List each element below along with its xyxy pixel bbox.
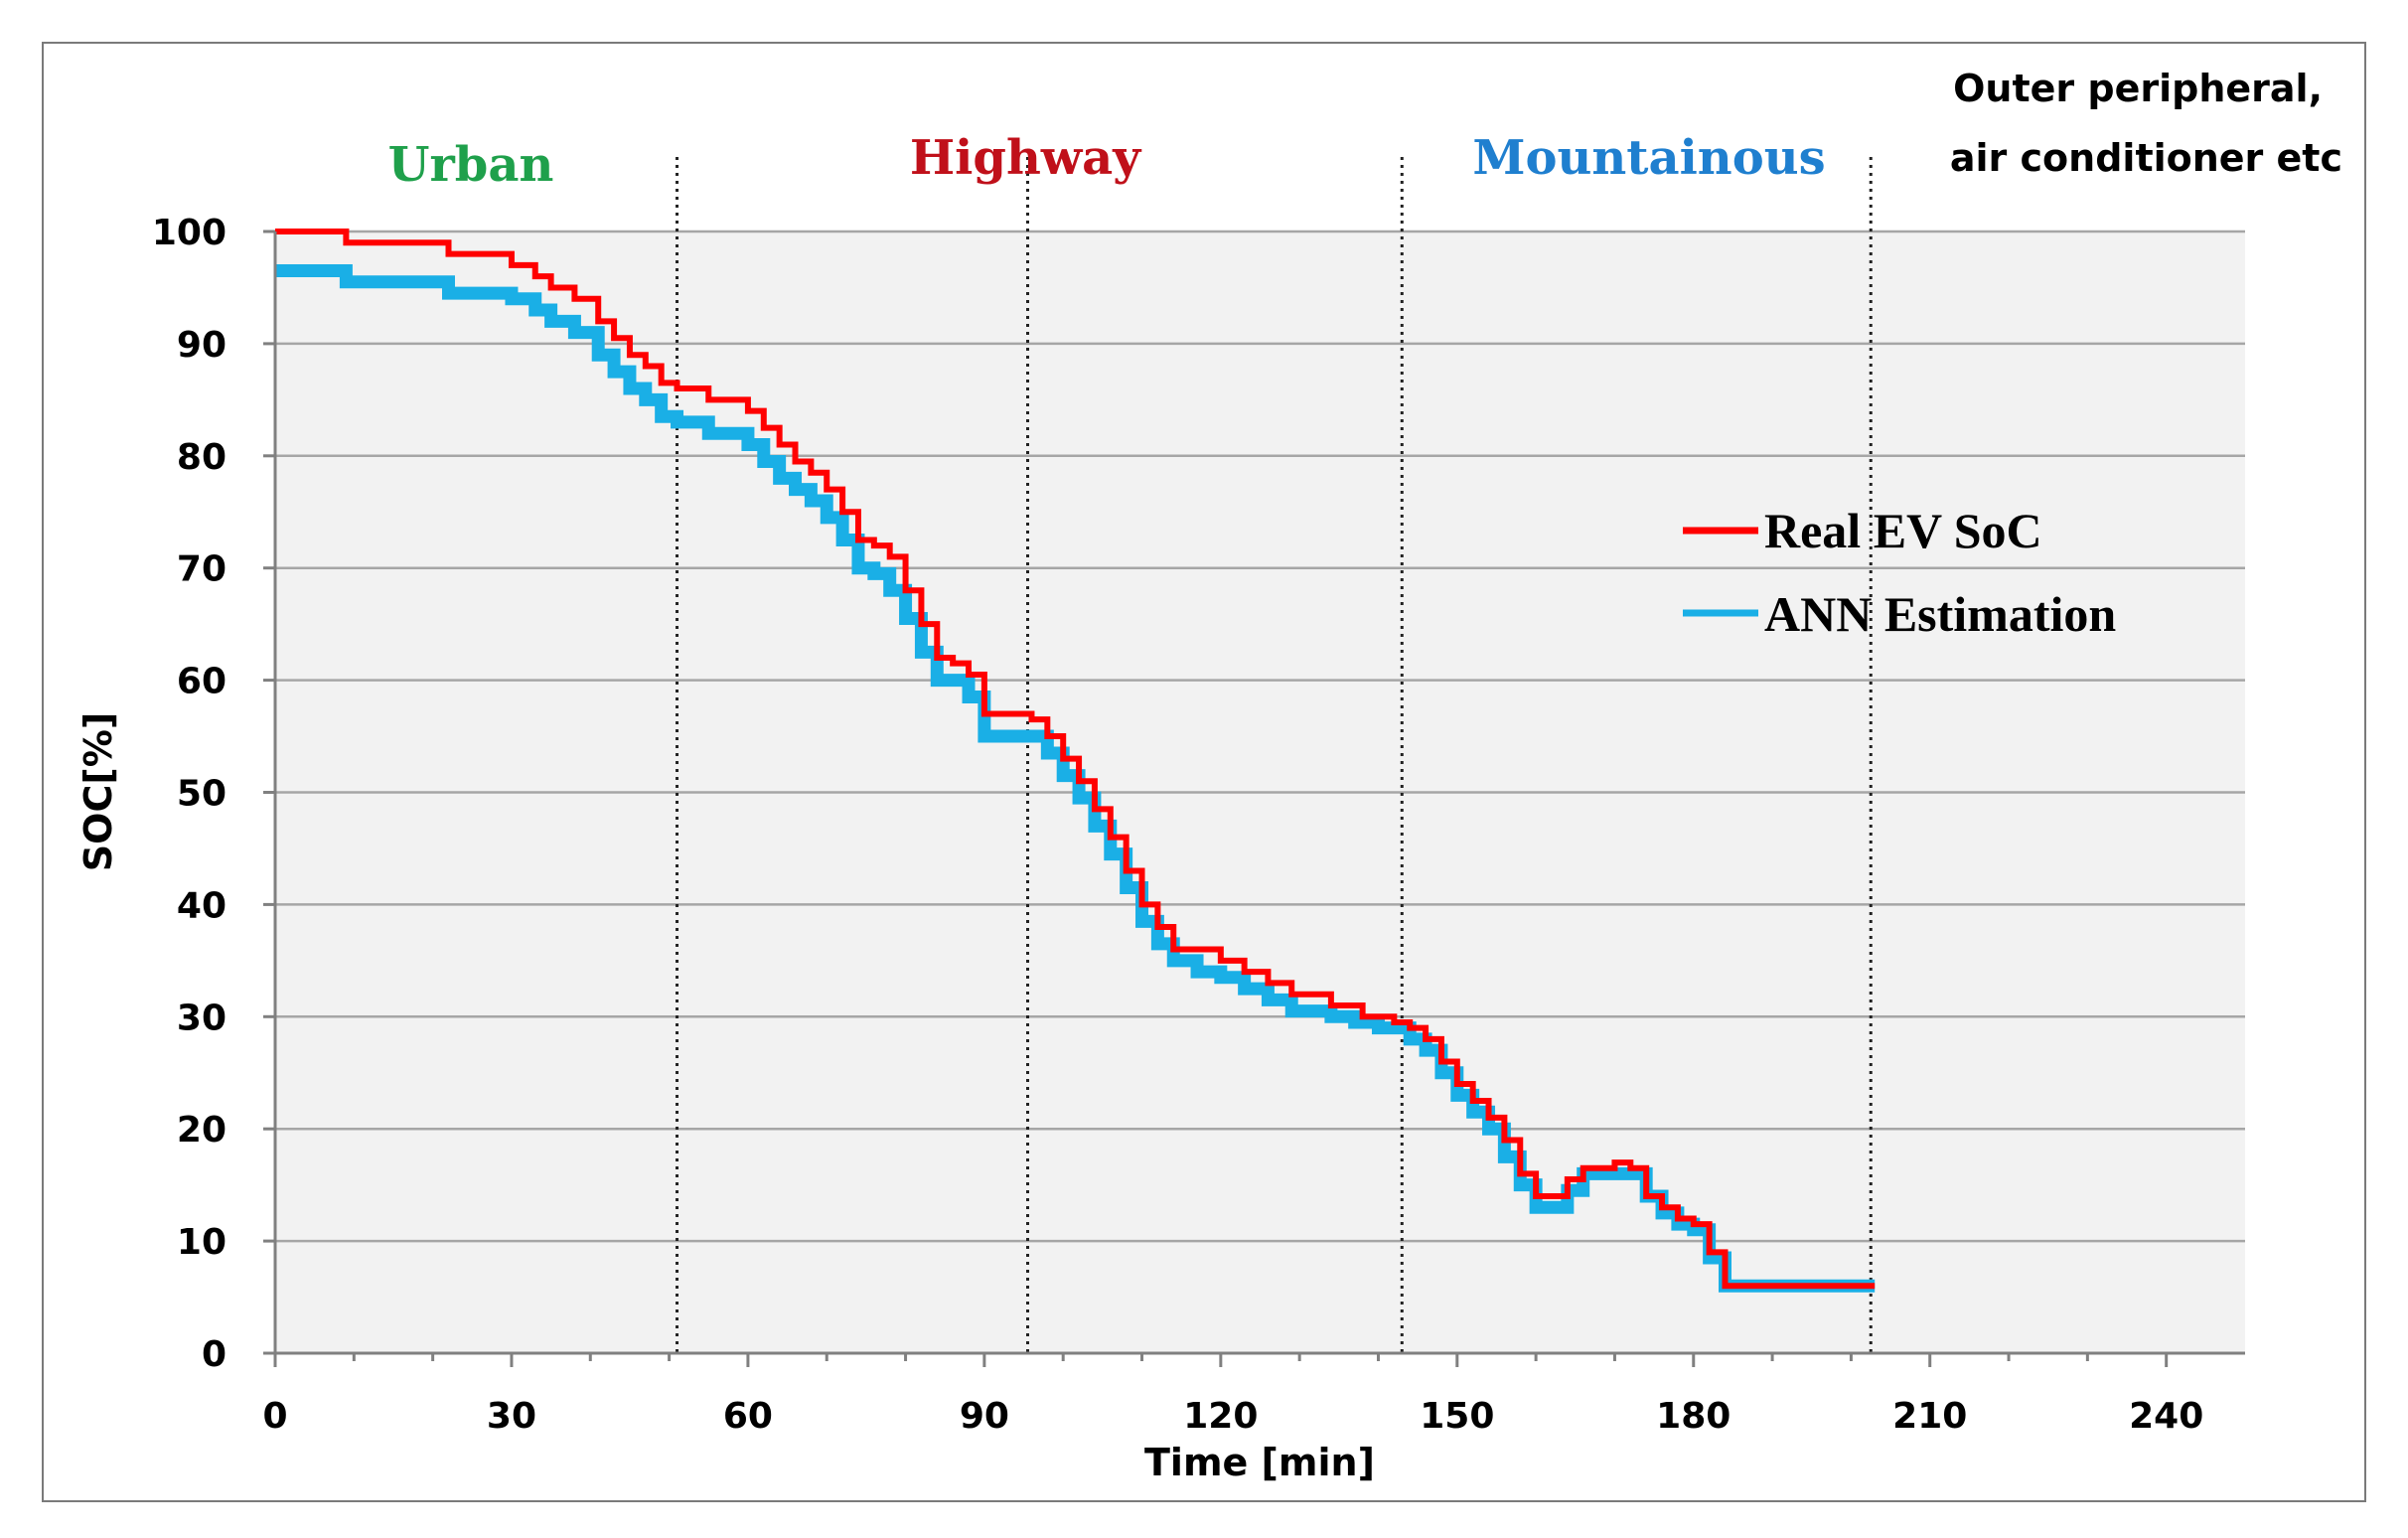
- series-lines: [275, 229, 1876, 1293]
- x-tick-label: 120: [1183, 1396, 1258, 1437]
- x-tick-label: 180: [1656, 1396, 1731, 1437]
- legend-label-real-ev-soc: Real EV SoC: [1764, 503, 2042, 558]
- x-tick-label: 150: [1420, 1396, 1494, 1437]
- y-tick-label: 0: [202, 1334, 226, 1375]
- y-tick-label: 90: [177, 325, 226, 366]
- side-note-line-1: Outer peripheral,: [1953, 67, 2323, 110]
- axis-ticks: 0 10 20 30 40 50 60 70 80 90 100 0 30 60 90 120 150 180 21…: [152, 213, 2203, 1437]
- y-tick-label: 60: [177, 662, 226, 702]
- y-tick-label: 50: [177, 774, 226, 815]
- region-label-urban: Urban: [388, 137, 554, 193]
- region-label-mountainous: Mountainous: [1472, 130, 1825, 186]
- y-tick-label: 70: [177, 549, 226, 590]
- y-tick-label: 30: [177, 998, 226, 1038]
- x-tick-label: 60: [723, 1396, 773, 1437]
- grid-lines: [275, 230, 2245, 1243]
- y-tick-label: 40: [177, 885, 226, 926]
- side-note-line-2: air conditioner etc: [1950, 136, 2342, 180]
- y-tick-label: 10: [177, 1222, 226, 1263]
- series-line-real-ev-soc: [275, 229, 1876, 1290]
- region-label-highway: Highway: [910, 130, 1142, 186]
- x-tick-label: 0: [262, 1396, 287, 1437]
- y-axis-title: SOC[%]: [76, 712, 120, 871]
- y-tick-label: 80: [177, 437, 226, 478]
- segment-dividers: [676, 157, 1873, 1353]
- x-tick-label: 240: [2129, 1396, 2203, 1437]
- legend: Real EV SoC ANN Estimation: [1683, 503, 2116, 642]
- y-tick-label: 100: [152, 213, 226, 253]
- legend-label-ann-estimation: ANN Estimation: [1764, 586, 2116, 642]
- x-tick-label: 30: [487, 1396, 536, 1437]
- x-tick-label: 90: [960, 1396, 1009, 1437]
- y-tick-label: 20: [177, 1110, 226, 1151]
- x-tick-label: 210: [1892, 1396, 1967, 1437]
- x-axis-title: Time [min]: [1144, 1441, 1375, 1484]
